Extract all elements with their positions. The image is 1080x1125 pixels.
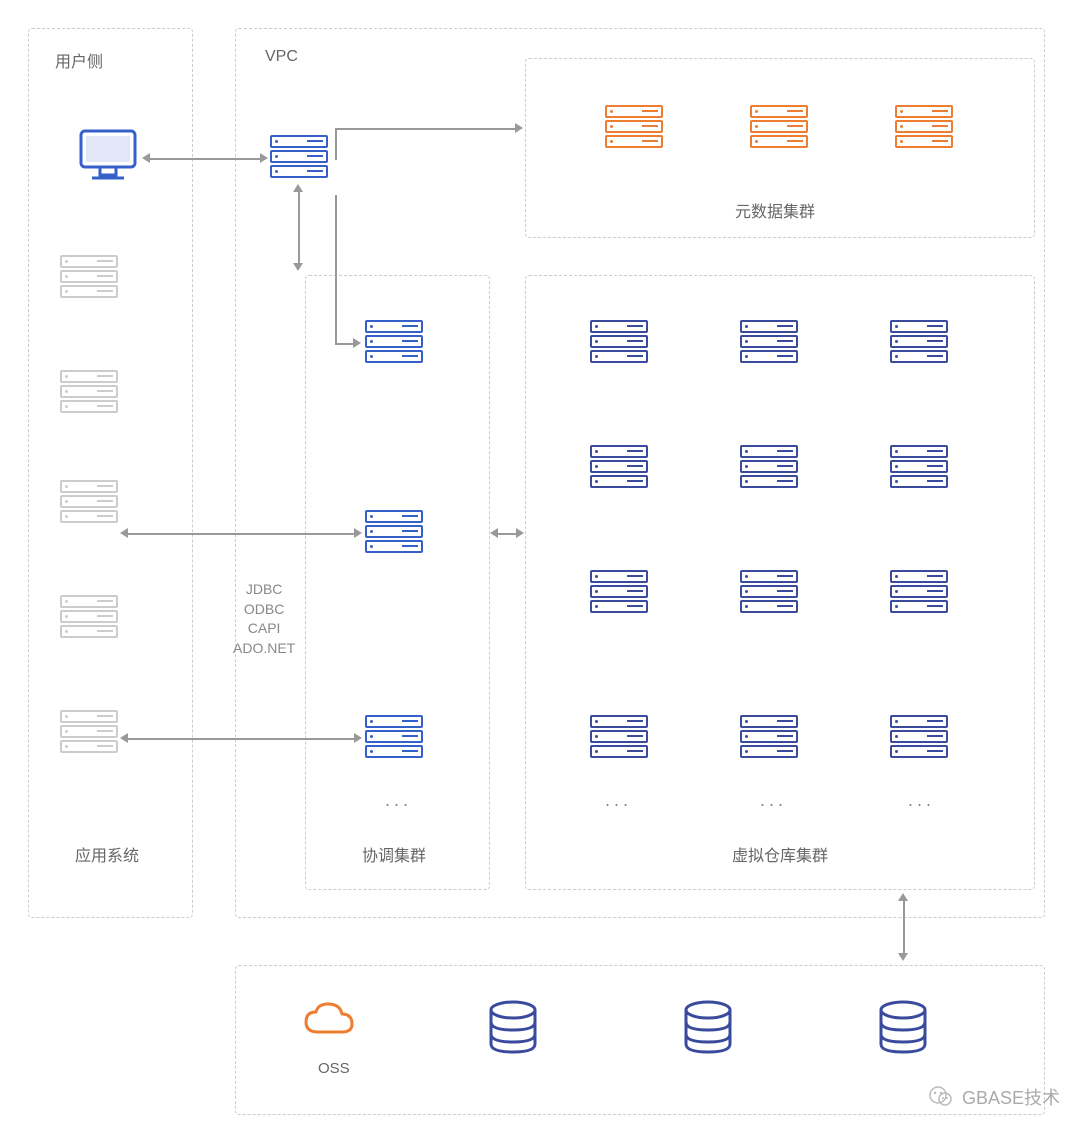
monitor-icon [78,128,138,182]
warehouse-server-icon [890,445,948,491]
arrow-head-icon [898,893,908,901]
ellipsis-icon: ... [760,790,787,811]
ellipsis-icon: ... [908,790,935,811]
wechat-icon [928,1084,954,1110]
arrow-head-icon [120,733,128,743]
metadata-server-icon [895,105,953,151]
arrow-line [128,738,356,740]
arrow-line [335,343,355,345]
arrow-head-icon [898,953,908,961]
warehouse-server-icon [740,320,798,366]
coord-server-icon [365,715,423,761]
coord-server-icon [365,510,423,556]
warehouse-server-icon [740,445,798,491]
gray-server-icon [60,255,118,301]
gray-server-icon [60,480,118,526]
gray-server-icon [60,370,118,416]
arrow-head-icon [515,123,523,133]
warehouse-label: 虚拟仓库集群 [732,842,828,866]
warehouse-server-icon [590,570,648,616]
arrow-head-icon [353,338,361,348]
coord-server-icon [365,320,423,366]
arrow-line [298,190,300,265]
warehouse-server-icon [740,570,798,616]
user-side-label: 用户侧 [55,48,103,72]
oss-label: OSS [318,1060,350,1077]
arrow-head-icon [354,528,362,538]
warehouse-server-icon [590,715,648,761]
ellipsis-icon: ... [605,790,632,811]
arrow-head-icon [142,153,150,163]
cloud-icon [300,998,358,1047]
app-system-label: 应用系统 [75,842,139,866]
watermark-text: GBASE技术 [962,1084,1060,1110]
arrow-head-icon [490,528,498,538]
warehouse-server-icon [890,570,948,616]
metadata-server-icon [605,105,663,151]
warehouse-server-icon [590,445,648,491]
metadata-server-icon [750,105,808,151]
arrow-head-icon [260,153,268,163]
metadata-label: 元数据集群 [735,198,815,222]
protocol-list: JDBC ODBC CAPI ADO.NET [233,580,295,658]
vpc-label: VPC [265,48,298,66]
arrow-line [903,900,905,955]
vpc-server-icon [270,135,328,181]
arrow-line [335,128,337,160]
arrow-line [150,158,260,160]
arrow-head-icon [516,528,524,538]
database-icon [875,1000,931,1056]
arrow-head-icon [120,528,128,538]
arrow-line [498,533,518,535]
warehouse-server-icon [590,320,648,366]
database-icon [485,1000,541,1056]
warehouse-server-icon [890,320,948,366]
arrow-line [335,128,517,130]
ellipsis-icon: ... [385,790,412,811]
arrow-head-icon [293,263,303,271]
arrow-line [128,533,356,535]
gray-server-icon [60,710,118,756]
warehouse-server-icon [890,715,948,761]
watermark: GBASE技术 [928,1084,1060,1110]
database-icon [680,1000,736,1056]
coord-label: 协调集群 [362,842,426,866]
arrow-line [335,195,337,343]
gray-server-icon [60,595,118,641]
arrow-head-icon [293,184,303,192]
warehouse-server-icon [740,715,798,761]
arrow-head-icon [354,733,362,743]
